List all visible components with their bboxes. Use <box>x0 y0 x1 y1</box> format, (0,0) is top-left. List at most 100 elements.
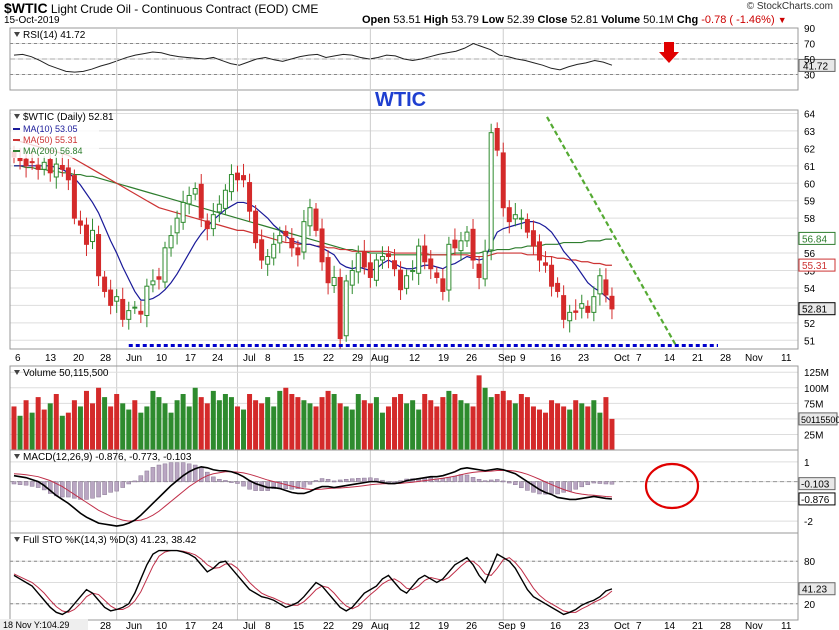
candle-body <box>126 310 132 320</box>
candle-body <box>536 241 542 261</box>
macd-value-label: -0.876 <box>801 495 830 506</box>
candle-body <box>144 285 150 317</box>
volume-bar <box>361 400 367 450</box>
x-tick-label: Aug <box>371 353 389 364</box>
macd-histogram-bar <box>150 467 156 482</box>
x-tick-label: 20 <box>73 353 85 364</box>
volume-bar <box>506 400 512 450</box>
volume-bar <box>555 403 561 450</box>
macd-histogram-bar <box>241 481 246 487</box>
volume-bar <box>543 412 549 450</box>
high-label: High <box>423 14 449 26</box>
candle-body <box>591 296 597 313</box>
volume-bar <box>313 406 319 450</box>
macd-histogram-bar <box>343 478 349 482</box>
macd-histogram-bar <box>392 481 397 483</box>
x-tick-label: 7 <box>636 353 642 364</box>
legend-label: MA(50) 55.31 <box>23 135 78 145</box>
price-title: $WTIC (Daily) 52.81 <box>23 112 114 123</box>
bottom-x-tick-label: 11 <box>781 621 792 630</box>
volume-bar <box>228 397 234 450</box>
open-label: Open <box>362 14 391 26</box>
price-tick-label: 59 <box>804 197 816 208</box>
volume-bar <box>198 397 204 450</box>
macd-histogram-bar <box>132 480 138 483</box>
macd-histogram-bar <box>482 480 488 482</box>
volume-bar <box>603 397 609 450</box>
candle-body <box>325 257 331 284</box>
volume-bar <box>452 394 458 450</box>
instrument-name: Light Crude Oil - Continuous Contract (E… <box>50 2 289 16</box>
macd-value-box <box>798 492 836 506</box>
candle-body <box>331 276 337 286</box>
volume-bar <box>23 400 29 450</box>
macd-collapse-icon <box>14 454 20 459</box>
volume-bar <box>488 397 494 450</box>
bottom-x-tick-label: 26 <box>466 621 478 630</box>
macd-histogram-bar <box>29 481 35 487</box>
volume-bar <box>53 394 59 450</box>
macd-histogram-bar <box>23 481 29 486</box>
candle-body <box>398 269 404 291</box>
candle-body <box>96 234 102 277</box>
macd-histogram-bar <box>519 481 524 489</box>
sto-d-line <box>13 550 613 613</box>
volume-tick-label: 100M <box>804 384 829 395</box>
macd-histogram-bar <box>180 462 186 482</box>
volume-bar <box>428 400 434 450</box>
volume-bar <box>373 397 379 450</box>
candle-body <box>609 295 615 310</box>
downtrend-line <box>546 116 677 347</box>
volume-bar <box>186 406 192 450</box>
volume-bar <box>597 412 603 450</box>
candle-body <box>392 260 398 270</box>
bottom-x-tick-label: Nov <box>745 621 763 630</box>
candle-body <box>53 163 59 178</box>
volume-bar <box>156 397 162 450</box>
volume-bar <box>434 406 440 450</box>
ma10-line <box>14 165 613 303</box>
macd-hist-label: -0.103 <box>801 480 830 491</box>
candle-body <box>41 161 47 170</box>
candle-body <box>379 256 385 261</box>
candle-body <box>440 278 446 292</box>
macd-histogram-bar <box>223 480 228 482</box>
x-tick-label: 11 <box>781 353 792 364</box>
volume-bar <box>422 394 428 450</box>
volume-bar <box>295 397 301 450</box>
macd-histogram-bar <box>579 481 585 488</box>
macd-histogram-bar <box>573 481 578 490</box>
candle-body <box>404 275 410 289</box>
volume-bar <box>585 406 591 450</box>
macd-histogram-bar <box>84 481 89 500</box>
volume-bar <box>319 397 325 450</box>
candle-body <box>102 276 108 292</box>
volume-bar <box>398 394 404 450</box>
volume-bar <box>283 387 289 450</box>
candle-body <box>488 132 494 251</box>
price-panel <box>9 109 799 350</box>
candle-body <box>65 167 71 181</box>
macd-histogram-bar <box>331 480 337 483</box>
x-tick-label: Nov <box>745 353 763 364</box>
macd-histogram-bar <box>156 464 162 482</box>
sto-collapse-icon <box>14 537 20 542</box>
macd-histogram-bar <box>217 478 222 482</box>
bottom-x-tick-label: Aug <box>371 621 389 630</box>
candle-body <box>464 231 470 242</box>
volume-bar <box>476 375 482 450</box>
volume-bar <box>83 390 89 450</box>
rsi-tick-90: 90 <box>804 24 816 35</box>
macd-histogram-bar <box>380 479 385 482</box>
candle-body <box>77 220 83 226</box>
macd-histogram-bar <box>253 481 258 491</box>
price-tick-label: 58 <box>804 214 816 225</box>
volume-bar <box>90 403 96 450</box>
volume-bar <box>440 397 446 450</box>
candle-body <box>530 230 536 247</box>
bottom-x-tick-label: Sep <box>498 621 516 630</box>
candle-body <box>120 298 126 320</box>
candle-body <box>549 264 555 287</box>
x-tick-label: 8 <box>265 353 271 364</box>
